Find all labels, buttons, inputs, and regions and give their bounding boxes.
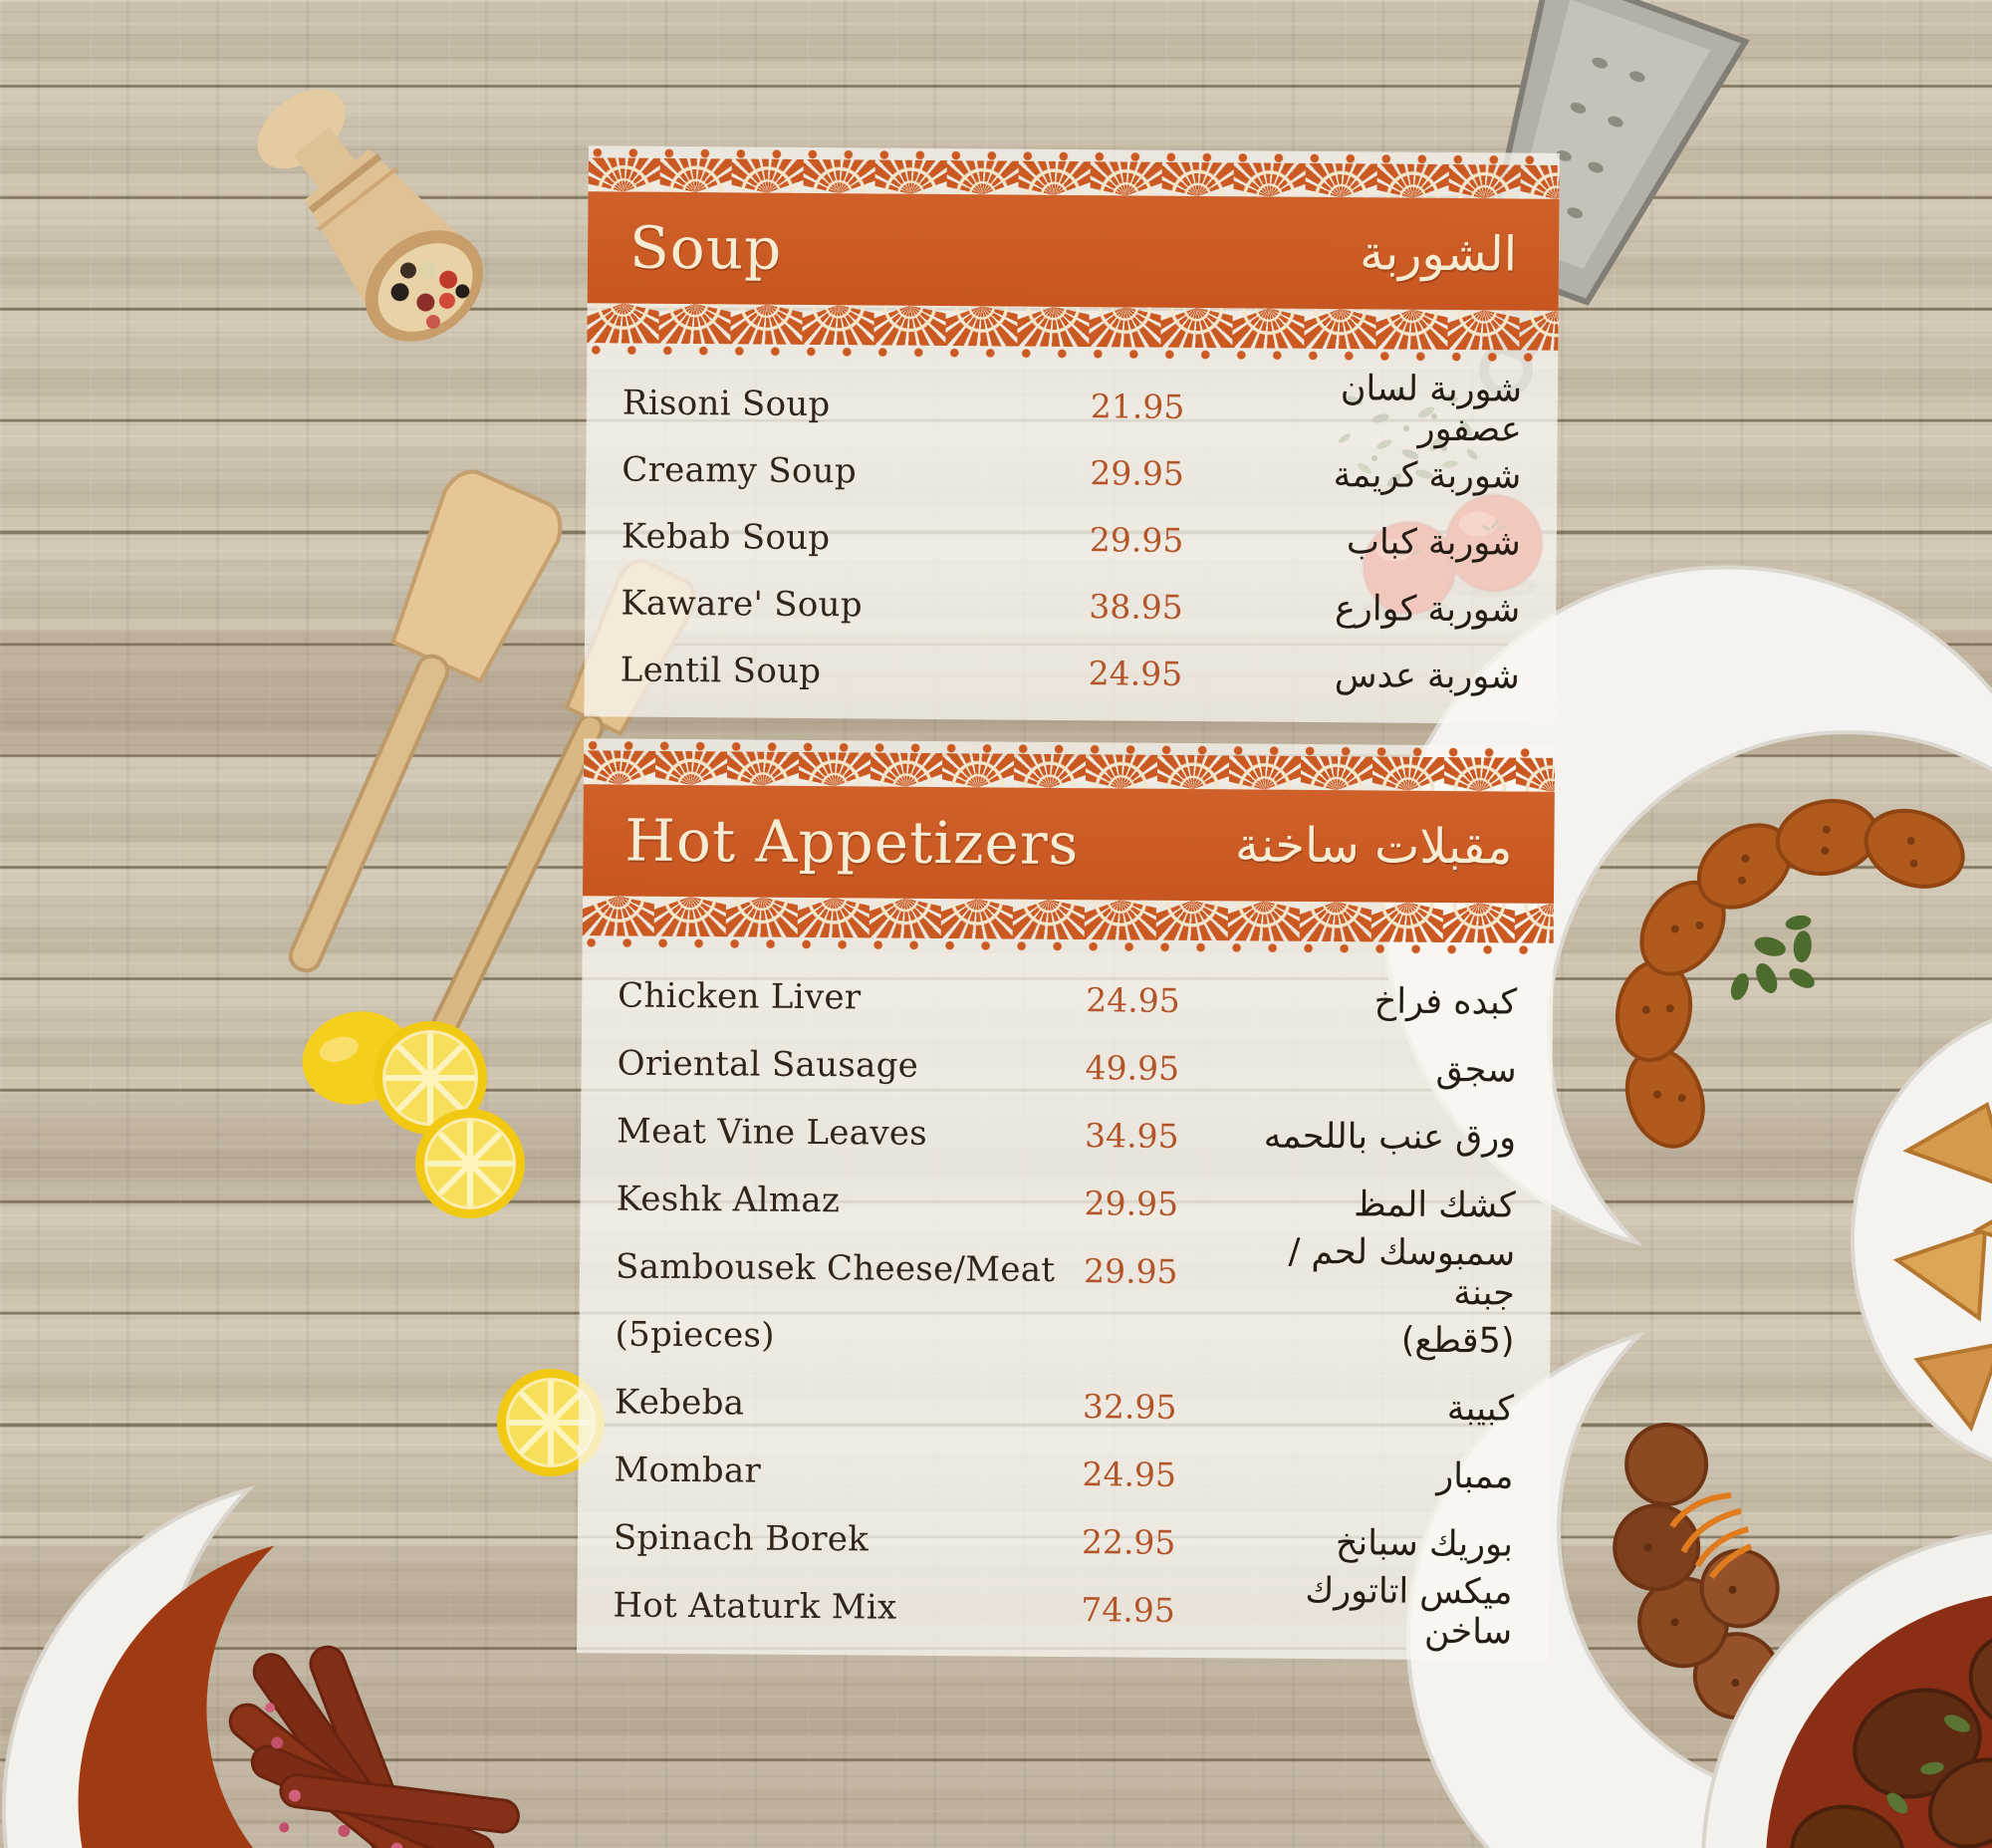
item-price: 34.95 — [1084, 1115, 1179, 1156]
item-name-en: Creamy Soup — [622, 448, 858, 491]
lace-border-bottom — [587, 303, 1559, 365]
item-name-en: Kebab Soup — [621, 515, 831, 558]
item-name-ar: ورق عنب باللحمه — [1263, 1116, 1517, 1159]
item-name-en: Risoni Soup — [622, 382, 831, 424]
section-title-ar: الشوربة — [1360, 225, 1518, 283]
item-name-en: Sambousek Cheese/Meat — [615, 1246, 1056, 1290]
item-price: 24.95 — [1088, 654, 1183, 693]
section-title-en: Hot Appetizers — [624, 806, 1080, 879]
item-name-ar: شوربة كوارع — [1334, 588, 1521, 631]
item-price: 74.95 — [1081, 1589, 1176, 1630]
item-name-ar: سجق — [1435, 1049, 1517, 1091]
item-price: 38.95 — [1089, 587, 1183, 627]
soup-items: Risoni Soup 21.95 شوربة لسان عصفور Cream… — [584, 357, 1558, 724]
item-name-ar: سمبوسك لحم /جبنة — [1288, 1231, 1516, 1314]
menu-item-row: Keshk Almaz 29.95 كشك المظ — [616, 1165, 1516, 1239]
menu-item-row: Kebab Soup 29.95 شوربة كباب — [622, 502, 1521, 576]
menu-item-row: Sambousek Cheese/Meat 29.95 سمبوسك لحم /… — [615, 1232, 1515, 1314]
item-name-en: Chicken Liver — [618, 975, 862, 1018]
item-name-en: Hot Ataturk Mix — [613, 1585, 897, 1628]
item-name-en: (5pieces) — [615, 1314, 775, 1356]
lace-border-top — [588, 145, 1560, 199]
item-name-ar: شوربة عدس — [1334, 655, 1520, 697]
hot-appetizers-header-band: Hot Appetizers مقبلات ساخنة — [582, 784, 1555, 904]
item-name-en: Kaware' Soup — [621, 582, 864, 625]
section-title-ar: مقبلات ساخنة — [1234, 817, 1513, 876]
menu-item-row: Hot Ataturk Mix 74.95 ميكس اتاتورك ساخن — [613, 1571, 1512, 1653]
item-name-ar: كشك المظ — [1354, 1185, 1516, 1226]
item-price: 21.95 — [1090, 387, 1185, 426]
item-price: 29.95 — [1083, 1250, 1178, 1291]
item-name-ar: ميكس اتاتورك ساخن — [1305, 1570, 1513, 1653]
menu-item-row: Lentil Soup 24.95 شوربة عدس — [621, 636, 1520, 709]
item-price — [1084, 1338, 1233, 1339]
item-name-ar: (5قطع) — [1400, 1320, 1515, 1362]
item-price: 29.95 — [1090, 453, 1184, 493]
menu-item-row: Spinach Borek 22.95 بوريك سبانخ — [614, 1503, 1514, 1578]
item-name-ar: شوربة لسان عصفور — [1340, 368, 1523, 450]
menu-item-row: Kebeba 32.95 كبيبة — [615, 1368, 1515, 1443]
item-price: 24.95 — [1082, 1453, 1177, 1494]
lace-border-bottom — [582, 896, 1554, 957]
item-price: 29.95 — [1089, 520, 1184, 560]
hot-appetizer-items: Chicken Liver 24.95 كبده فراخ Oriental S… — [577, 949, 1554, 1661]
item-name-en: Oriental Sausage — [617, 1043, 919, 1086]
item-name-ar: بوريك سبانخ — [1335, 1523, 1514, 1565]
item-name-en: Keshk Almaz — [616, 1179, 841, 1221]
soup-section: Soup الشوربة Risoni Soup 21.95 شوربة لسا… — [584, 145, 1560, 724]
item-name-ar: كبده فراخ — [1373, 981, 1518, 1023]
menu-item-row: Chicken Liver 24.95 كبده فراخ — [618, 961, 1518, 1036]
soup-header-band: Soup الشوربة — [587, 191, 1560, 311]
lace-border-top — [583, 738, 1556, 792]
menu-item-row: Meat Vine Leaves 34.95 ورق عنب باللحمه — [617, 1097, 1517, 1172]
item-name-ar: كبيبة — [1446, 1389, 1515, 1430]
item-price: 49.95 — [1085, 1047, 1180, 1088]
menu-item-row: Mombar 24.95 ممبار — [614, 1436, 1514, 1510]
item-name-en: Kebeba — [614, 1382, 745, 1424]
menu-item-row: Risoni Soup 21.95 شوربة لسان عصفور — [622, 369, 1522, 449]
hot-appetizers-section: Hot Appetizers مقبلات ساخنة Chicken Live… — [577, 738, 1556, 1661]
item-price: 24.95 — [1086, 979, 1180, 1020]
item-name-en: Spinach Borek — [613, 1517, 870, 1560]
menu-item-row: Kaware' Soup 38.95 شوربة كوارع — [621, 569, 1520, 643]
item-name-en: Lentil Soup — [620, 649, 822, 691]
item-name-ar: شوربة كريمة — [1333, 454, 1522, 497]
item-price: 22.95 — [1081, 1521, 1176, 1562]
item-name-ar: شوربة كباب — [1346, 521, 1521, 564]
item-price: 32.95 — [1082, 1386, 1177, 1427]
item-price: 29.95 — [1084, 1183, 1179, 1223]
item-name-en: Mombar — [614, 1450, 762, 1491]
section-title-en: Soup — [628, 213, 783, 283]
item-name-ar: ممبار — [1436, 1455, 1514, 1497]
item-name-en: Meat Vine Leaves — [616, 1111, 928, 1154]
menu-item-row: Oriental Sausage 49.95 سجق — [617, 1029, 1517, 1104]
